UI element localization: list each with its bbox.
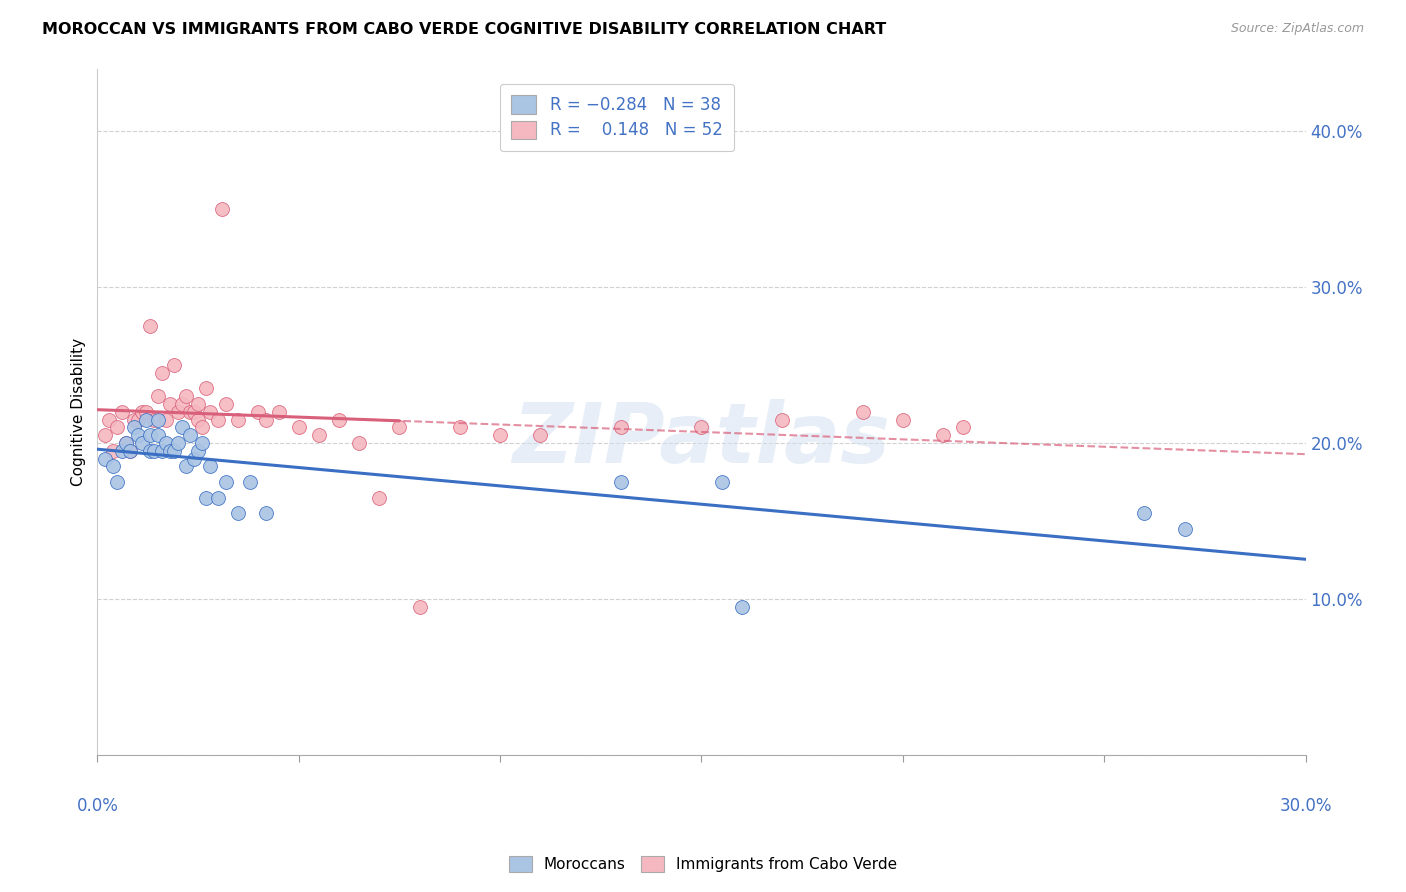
Point [174,459,197,474]
Point [159,443,181,458]
Point [170,420,193,434]
Point [110,405,132,419]
Point [146,389,169,403]
Point [174,389,197,403]
Point [94,428,117,442]
Point [114,436,136,450]
Point [179,405,201,419]
Point [107,420,129,434]
Point [198,459,221,474]
Point [610,475,633,489]
Text: ZIPatlas: ZIPatlas [513,399,890,480]
Legend: Moroccans, Immigrants from Cabo Verde: Moroccans, Immigrants from Cabo Verde [501,848,905,880]
Point [256,412,278,426]
Text: Source: ZipAtlas.com: Source: ZipAtlas.com [1230,22,1364,36]
Point [170,397,193,411]
Text: 30.0%: 30.0% [1279,797,1331,814]
Point [163,443,186,458]
Point [138,428,160,442]
Point [215,475,238,489]
Point [408,599,430,614]
Point [215,397,238,411]
Point [187,397,209,411]
Point [138,318,160,333]
Point [489,428,512,442]
Point [183,405,205,419]
Point [690,420,713,434]
Point [328,412,350,426]
Point [449,420,471,434]
Point [891,412,914,426]
Point [195,381,218,395]
Point [1174,522,1197,536]
Point [347,436,370,450]
Point [163,358,186,372]
Point [952,420,974,434]
Point [138,443,160,458]
Point [368,491,391,505]
Point [167,436,190,450]
Point [167,405,190,419]
Point [118,443,141,458]
Point [226,506,249,520]
Point [110,443,132,458]
Point [98,412,121,426]
Point [211,202,233,216]
Point [187,412,209,426]
Point [308,428,330,442]
Point [127,412,149,426]
Point [195,491,218,505]
Point [155,412,177,426]
Point [851,405,873,419]
Point [287,420,309,434]
Point [122,420,145,434]
Text: 0.0%: 0.0% [76,797,118,814]
Point [191,436,214,450]
Point [118,443,141,458]
Point [932,428,955,442]
Point [207,412,229,426]
Point [155,436,177,450]
Point [191,420,214,434]
Point [103,459,125,474]
Point [388,420,411,434]
Point [127,428,149,442]
Point [159,397,181,411]
Point [247,405,270,419]
Point [1133,506,1156,520]
Point [239,475,262,489]
Point [610,420,633,434]
Point [150,366,173,380]
Point [94,451,117,466]
Text: MOROCCAN VS IMMIGRANTS FROM CABO VERDE COGNITIVE DISABILITY CORRELATION CHART: MOROCCAN VS IMMIGRANTS FROM CABO VERDE C… [42,22,886,37]
Point [198,405,221,419]
Point [142,412,165,426]
Point [135,405,157,419]
Y-axis label: Cognitive Disability: Cognitive Disability [72,338,86,486]
Point [226,412,249,426]
Point [131,405,153,419]
Point [146,412,169,426]
Point [529,428,551,442]
Point [731,599,754,614]
Point [122,412,145,426]
Point [114,436,136,450]
Point [179,428,201,442]
Point [142,443,165,458]
Point [256,506,278,520]
Point [183,451,205,466]
Point [103,443,125,458]
Point [770,412,793,426]
Point [267,405,290,419]
Point [135,412,157,426]
Point [187,443,209,458]
Point [710,475,733,489]
Point [107,475,129,489]
Point [150,443,173,458]
Point [146,428,169,442]
Point [207,491,229,505]
Point [131,436,153,450]
Legend: R = −0.284   N = 38, R =    0.148   N = 52: R = −0.284 N = 38, R = 0.148 N = 52 [499,84,734,151]
